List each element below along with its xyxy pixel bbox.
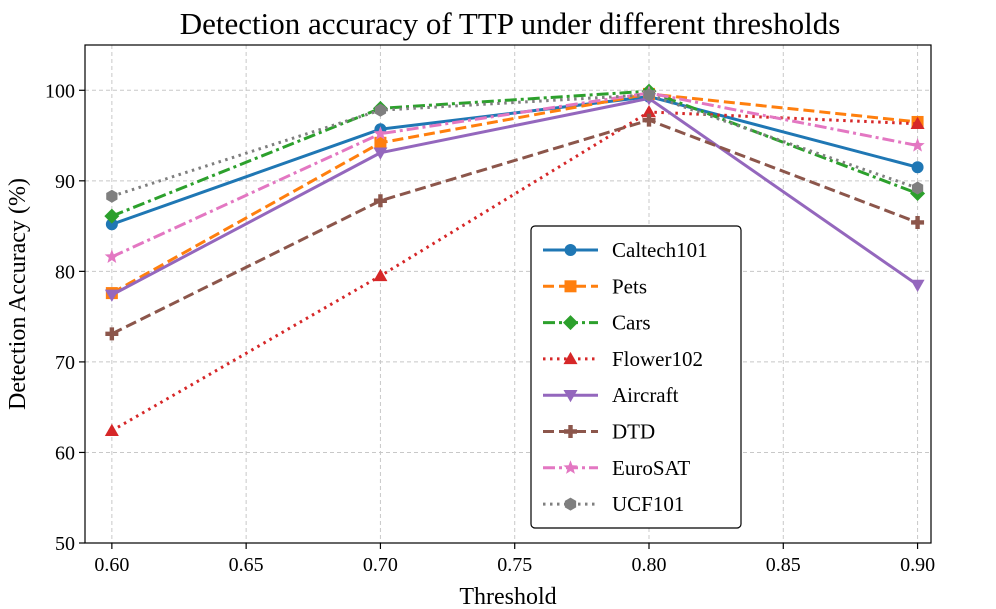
legend-marker-caltech101 [564, 244, 577, 256]
legend-item-aircraft: Aircraft [543, 383, 679, 407]
legend-marker-pets [564, 280, 577, 293]
legend-label-aircraft: Aircraft [612, 383, 679, 407]
y-tick-label: 90 [55, 171, 75, 193]
data-point-caltech101 [105, 218, 118, 231]
series-flower102 [104, 105, 925, 436]
data-point-flower102 [104, 423, 119, 436]
legend-item-ucf101: UCF101 [543, 492, 684, 516]
series-layer [104, 83, 926, 436]
data-point-ucf101 [374, 103, 387, 117]
series-line-eurosat [111, 91, 918, 259]
data-point-cars [104, 208, 120, 224]
y-tick-label: 70 [55, 352, 75, 374]
legend-label-caltech101: Caltech101 [612, 238, 708, 262]
x-axis-label: Threshold [459, 584, 556, 609]
data-point-flower102 [910, 116, 925, 130]
data-point-dtd [105, 327, 119, 341]
series-ucf101 [106, 88, 924, 203]
data-point-flower102 [642, 105, 656, 118]
x-tick-label: 0.85 [766, 554, 801, 576]
x-axis-ticks: 0.60 0.65 0.70 0.75 0.80 0.85 0.90 [94, 543, 935, 576]
data-point-eurosat [104, 249, 119, 263]
legend-item-eurosat: EuroSAT [543, 456, 690, 480]
data-point-dtd [911, 215, 925, 229]
chart-title: Detection accuracy of TTP under differen… [180, 6, 841, 41]
legend-label-pets: Pets [612, 274, 647, 298]
series-line-pets [111, 92, 918, 295]
data-point-eurosat [910, 138, 925, 152]
y-tick-label: 60 [55, 442, 75, 464]
data-point-ucf101 [911, 181, 924, 195]
x-tick-label: 0.75 [497, 554, 532, 576]
data-point-flower102 [373, 268, 388, 282]
x-tick-label: 0.65 [229, 554, 264, 576]
series-dtd [105, 113, 925, 341]
plot-frame [84, 44, 932, 544]
y-tick-label: 100 [45, 80, 75, 102]
data-point-ucf101 [643, 88, 655, 102]
x-tick-label: 0.60 [94, 554, 129, 576]
data-point-ucf101 [106, 189, 118, 203]
legend-item-pets: Pets [543, 274, 647, 298]
x-tick-label: 0.80 [632, 554, 667, 576]
x-tick-label: 0.90 [900, 554, 935, 576]
series-line-dtd [111, 118, 919, 336]
legend-label-cars: Cars [612, 311, 651, 335]
legend-item-flower102: Flower102 [543, 347, 703, 371]
data-point-pets [374, 136, 387, 149]
data-point-aircraft [910, 279, 925, 292]
legend-item-caltech101: Caltech101 [543, 238, 708, 262]
legend-label-flower102: Flower102 [612, 347, 703, 371]
y-axis-label: Detection Accuracy (%) [5, 178, 31, 410]
legend-box [530, 225, 742, 529]
legend-marker-ucf101 [564, 497, 577, 511]
legend-label-eurosat: EuroSAT [612, 456, 690, 480]
legend-label-dtd: DTD [612, 420, 655, 444]
legend-marker-flower102 [563, 351, 578, 365]
data-point-dtd [373, 194, 387, 208]
legend-label-ucf101: UCF101 [612, 492, 684, 516]
series-line-cars [111, 89, 919, 218]
x-tick-label: 0.70 [363, 554, 398, 576]
legend-marker-dtd [564, 425, 577, 438]
legend: Caltech101 Pets Cars Flower102 Aircraft DTD Eu… [530, 225, 742, 529]
legend-marker-aircraft [563, 389, 578, 403]
data-point-aircraft [104, 289, 119, 302]
legend-item-cars: Cars [543, 311, 651, 335]
legend-marker-eurosat [563, 460, 578, 474]
data-point-caltech101 [911, 161, 924, 174]
series-line-ucf101 [111, 93, 919, 198]
series-line-aircraft [111, 96, 919, 297]
legend-marker-cars [563, 315, 578, 331]
data-point-dtd [642, 113, 656, 127]
data-point-eurosat [373, 126, 388, 140]
y-tick-label: 50 [55, 533, 75, 555]
legend-item-dtd: DTD [543, 420, 655, 444]
data-point-aircraft [373, 147, 388, 160]
y-tick-label: 80 [55, 261, 75, 283]
y-axis-ticks: 50 60 70 80 90 100 [45, 80, 85, 555]
series-line-flower102 [111, 110, 918, 433]
